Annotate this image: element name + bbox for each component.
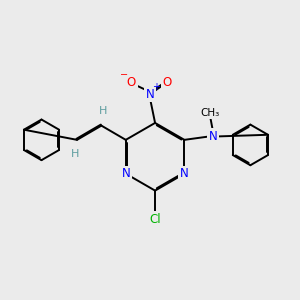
Text: N: N — [209, 130, 218, 143]
Text: Cl: Cl — [149, 213, 161, 226]
Text: O: O — [162, 76, 172, 89]
Text: H: H — [71, 149, 80, 159]
Text: O: O — [127, 76, 136, 89]
Text: N: N — [122, 167, 130, 180]
Text: H: H — [99, 106, 107, 116]
Text: N: N — [180, 167, 189, 180]
Text: N: N — [146, 88, 154, 101]
Text: +: + — [152, 82, 160, 92]
Text: −: − — [120, 70, 128, 80]
Text: CH₃: CH₃ — [200, 108, 219, 118]
